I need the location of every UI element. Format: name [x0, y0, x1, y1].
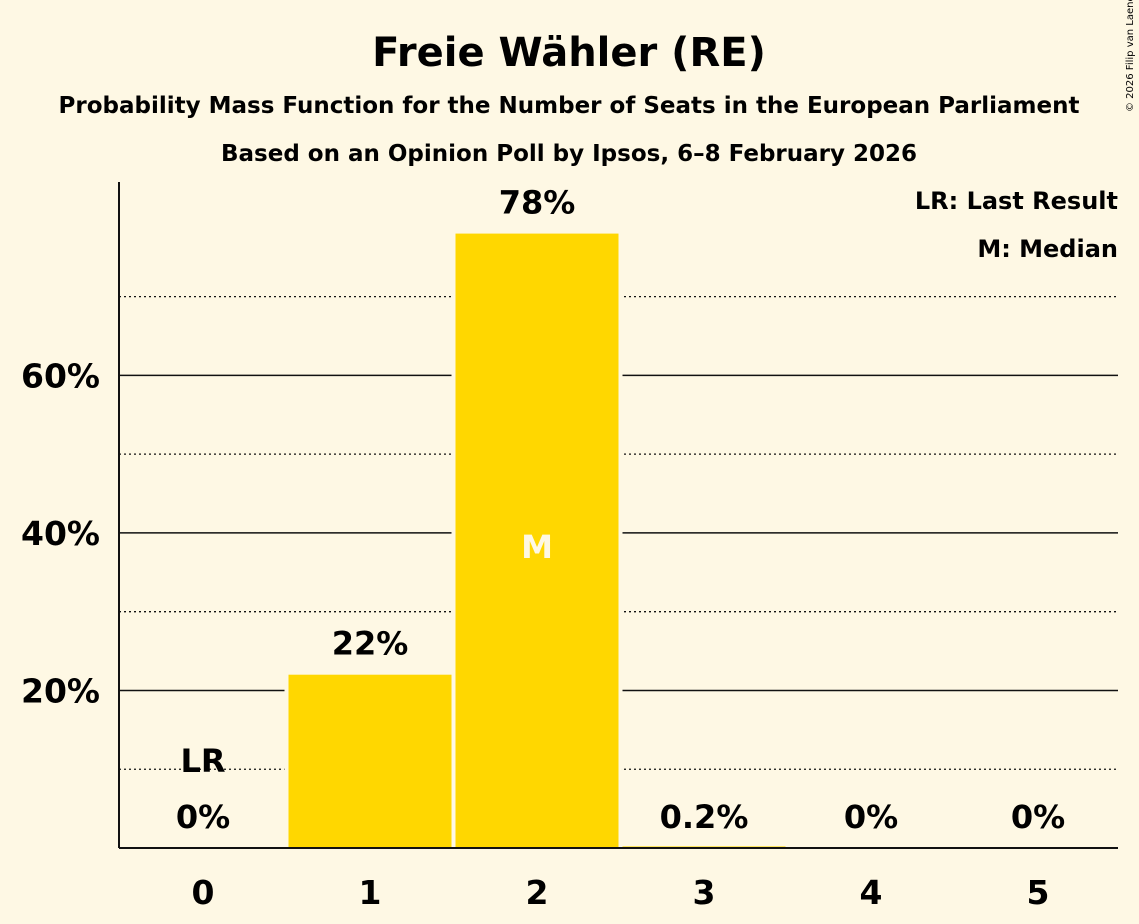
- x-tick-label: 3: [693, 873, 716, 912]
- chart-subtitle-source: Based on an Opinion Poll by Ipsos, 6–8 F…: [221, 141, 917, 167]
- x-tick-label: 2: [526, 873, 549, 912]
- bar-value-label: 78%: [499, 184, 576, 222]
- last-result-marker: LR: [180, 742, 225, 780]
- legend-last-result: LR: Last Result: [915, 187, 1118, 215]
- x-tick-label: 0: [192, 873, 215, 912]
- chart-title: Freie Wähler (RE): [372, 30, 766, 76]
- median-marker: M: [521, 528, 553, 566]
- x-tick-label: 1: [359, 873, 382, 912]
- bar: [455, 233, 619, 848]
- y-tick-label: 40%: [21, 514, 100, 553]
- y-tick-label: 20%: [21, 671, 100, 710]
- bar-labels: 0% 22% 78% 0.2% 0% 0% M LR: [176, 184, 1065, 836]
- x-tick-label: 5: [1027, 873, 1050, 912]
- x-tick-label: 4: [860, 873, 883, 912]
- chart-subtitle: Probability Mass Function for the Number…: [59, 93, 1080, 119]
- copyright-note: © 2026 Filip van Laenen: [1125, 0, 1136, 112]
- bar: [288, 674, 452, 848]
- bar-value-label: 0%: [844, 798, 898, 836]
- bar-value-label: 22%: [332, 625, 409, 663]
- legend-median: M: Median: [977, 235, 1118, 263]
- bar-value-label: 0%: [176, 798, 230, 836]
- axes: 20% 40% 60% 0 1 2 3 4 5: [21, 182, 1118, 912]
- bars: [284, 233, 790, 848]
- bar-value-label: 0%: [1011, 798, 1065, 836]
- y-tick-label: 60%: [21, 356, 100, 395]
- bar-value-label: 0.2%: [660, 798, 749, 836]
